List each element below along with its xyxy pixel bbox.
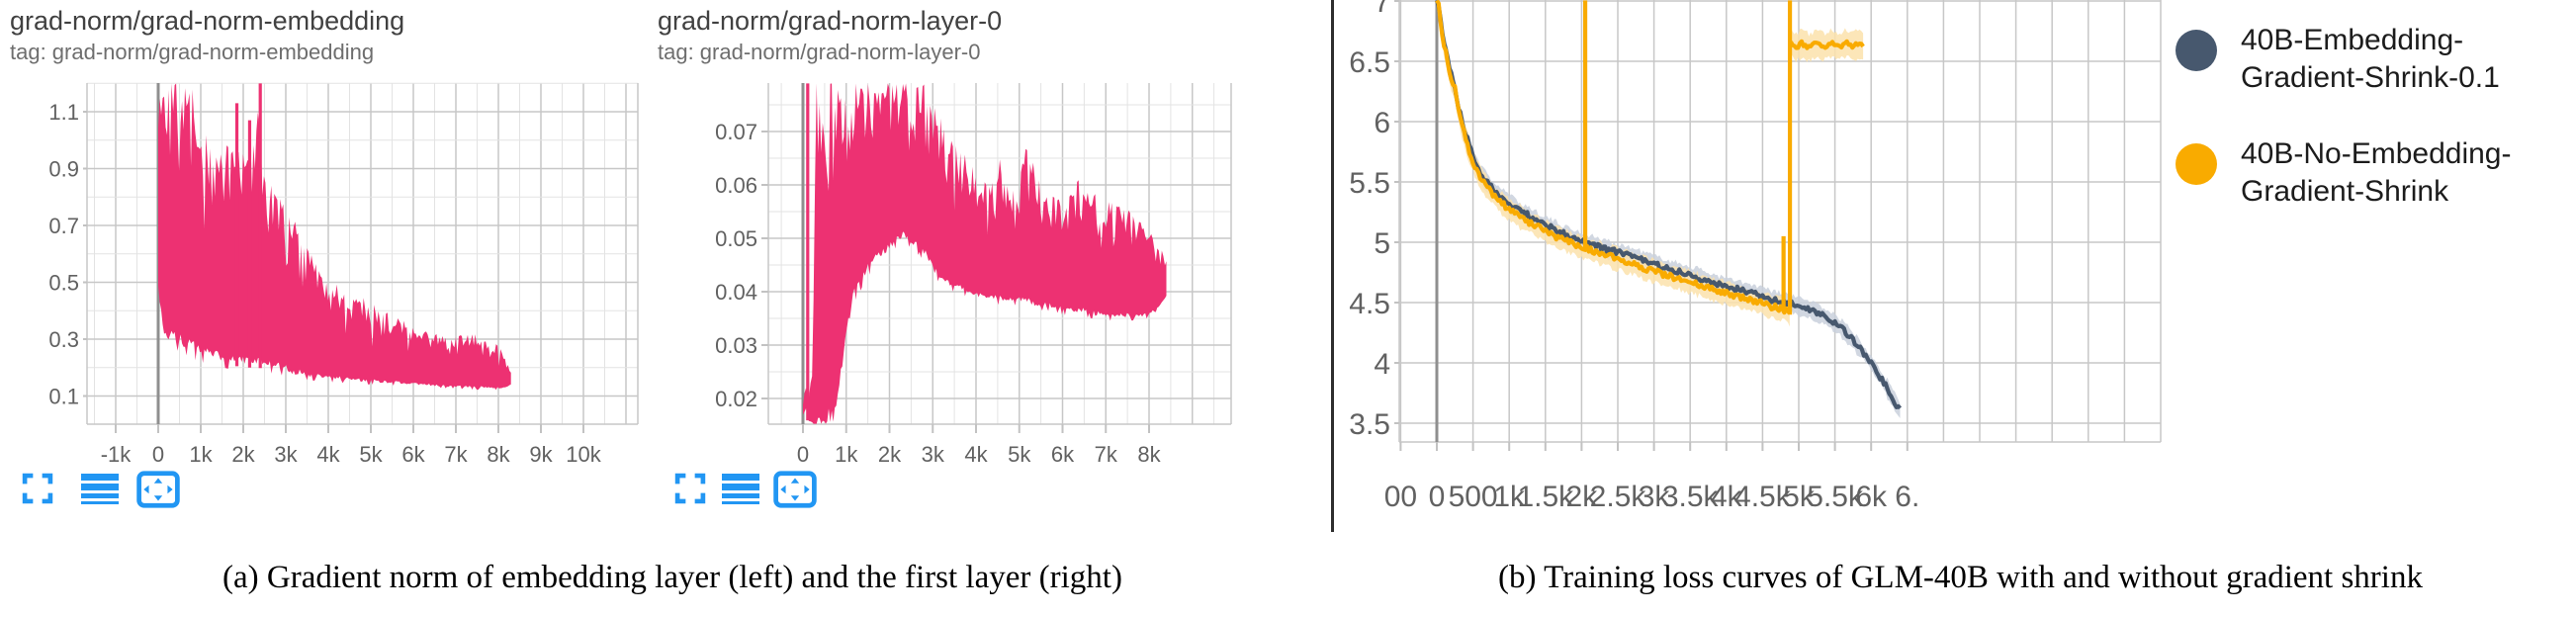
legend: 40B-Embedding- Gradient-Shrink-0.1 40B-N… <box>2176 22 2571 249</box>
svg-text:0.7: 0.7 <box>48 214 79 238</box>
legend-label-line1: 40B-Embedding- <box>2241 24 2464 56</box>
chart-plot-embedding[interactable] <box>87 83 638 424</box>
fit-domain-icon <box>136 471 180 512</box>
svg-text:5.5k: 5.5k <box>1807 481 1864 513</box>
chart-title-layer0: grad-norm/grad-norm-layer-0 <box>658 6 1003 36</box>
svg-text:3k: 3k <box>1639 481 1671 513</box>
svg-text:4k: 4k <box>964 442 988 467</box>
expand-icon <box>674 473 706 508</box>
legend-dot-dark <box>2176 30 2217 71</box>
svg-text:0: 0 <box>152 442 164 467</box>
svg-text:0.3: 0.3 <box>48 327 79 352</box>
runs-list-button[interactable] <box>81 473 119 511</box>
fit-domain-button[interactable] <box>136 471 180 513</box>
svg-text:6k: 6k <box>1051 442 1075 467</box>
legend-label-line1: 40B-No-Embedding- <box>2241 137 2512 170</box>
svg-text:7k: 7k <box>444 442 468 467</box>
svg-text:7k: 7k <box>1095 442 1118 467</box>
svg-text:9k: 9k <box>529 442 553 467</box>
svg-text:6: 6 <box>1374 107 1390 139</box>
svg-text:3.5: 3.5 <box>1349 408 1390 441</box>
svg-text:5: 5 <box>1374 227 1390 260</box>
caption-a: (a) Gradient norm of embedding layer (le… <box>222 560 1122 595</box>
svg-text:4k: 4k <box>316 442 340 467</box>
fit-domain-button[interactable] <box>773 471 817 513</box>
fit-domain-icon <box>773 471 817 512</box>
legend-item-embedding-shrink: 40B-Embedding- Gradient-Shrink-0.1 <box>2176 22 2571 97</box>
svg-text:2.5k: 2.5k <box>1590 481 1647 513</box>
svg-text:3.5k: 3.5k <box>1662 481 1720 513</box>
svg-text:5k: 5k <box>1783 481 1816 513</box>
svg-text:2k: 2k <box>878 442 902 467</box>
svg-text:3k: 3k <box>922 442 945 467</box>
svg-text:0: 0 <box>797 442 809 467</box>
svg-text:7: 7 <box>1374 0 1390 19</box>
legend-dot-orange <box>2176 143 2217 185</box>
svg-text:0.02: 0.02 <box>715 387 757 411</box>
chart-tag-layer0: tag: grad-norm/grad-norm-layer-0 <box>658 40 981 64</box>
svg-text:3k: 3k <box>274 442 298 467</box>
svg-text:1k: 1k <box>835 442 858 467</box>
svg-text:1k: 1k <box>189 442 213 467</box>
svg-text:0: 0 <box>1429 481 1446 513</box>
svg-text:6.5: 6.5 <box>1349 46 1390 79</box>
svg-text:4: 4 <box>1374 348 1390 381</box>
svg-text:1k: 1k <box>1493 481 1526 513</box>
expand-icon <box>22 473 53 508</box>
runs-list-button[interactable] <box>722 473 759 511</box>
svg-text:0.1: 0.1 <box>48 384 79 408</box>
chart-plot-loss[interactable] <box>1399 0 2161 442</box>
runs-list-icon <box>81 474 119 510</box>
svg-text:6k: 6k <box>401 442 425 467</box>
svg-text:4.5k: 4.5k <box>1734 481 1792 513</box>
svg-text:8k: 8k <box>1137 442 1161 467</box>
svg-text:5.5: 5.5 <box>1349 167 1390 200</box>
svg-text:0.03: 0.03 <box>715 333 757 358</box>
caption-b: (b) Training loss curves of GLM-40B with… <box>1498 560 2423 595</box>
svg-text:6k: 6k <box>1855 481 1888 513</box>
svg-text:5k: 5k <box>1008 442 1031 467</box>
svg-text:4k: 4k <box>1711 481 1743 513</box>
svg-text:10k: 10k <box>566 442 601 467</box>
chart-title-embedding: grad-norm/grad-norm-embedding <box>10 6 405 36</box>
svg-text:0.05: 0.05 <box>715 226 757 251</box>
legend-label: 40B-No-Embedding- Gradient-Shrink <box>2241 135 2511 211</box>
svg-text:0.07: 0.07 <box>715 120 757 144</box>
svg-text:0.06: 0.06 <box>715 173 757 198</box>
svg-text:0.04: 0.04 <box>715 280 757 305</box>
svg-text:2k: 2k <box>1566 481 1599 513</box>
legend-label-line2: Gradient-Shrink-0.1 <box>2241 61 2500 94</box>
expand-button[interactable] <box>674 473 706 509</box>
expand-button[interactable] <box>22 473 53 509</box>
svg-text:4.5: 4.5 <box>1349 288 1390 320</box>
svg-text:8k: 8k <box>487 442 510 467</box>
legend-item-no-embedding-shrink: 40B-No-Embedding- Gradient-Shrink <box>2176 135 2571 211</box>
legend-label: 40B-Embedding- Gradient-Shrink-0.1 <box>2241 22 2500 97</box>
svg-text:2k: 2k <box>231 442 255 467</box>
svg-text:500: 500 <box>1449 481 1498 513</box>
svg-text:1.1: 1.1 <box>48 100 79 125</box>
chart-plot-layer0[interactable] <box>768 83 1231 424</box>
svg-text:6.: 6. <box>1895 481 1919 513</box>
svg-text:00: 00 <box>1384 481 1417 513</box>
runs-list-icon <box>722 474 759 510</box>
chart-tag-embedding: tag: grad-norm/grad-norm-embedding <box>10 40 375 64</box>
svg-text:-1k: -1k <box>101 442 133 467</box>
legend-label-line2: Gradient-Shrink <box>2241 175 2449 208</box>
svg-text:1.5k: 1.5k <box>1517 481 1574 513</box>
svg-text:0.5: 0.5 <box>48 270 79 295</box>
svg-text:5k: 5k <box>359 442 383 467</box>
subfigure-divider <box>1331 0 1334 532</box>
svg-text:0.9: 0.9 <box>48 156 79 181</box>
